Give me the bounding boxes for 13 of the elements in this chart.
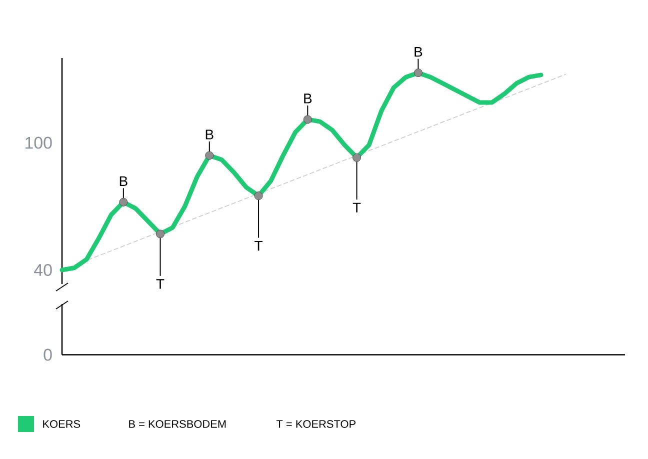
annotation: B	[206, 130, 214, 140]
y-tick-label: 0	[44, 348, 52, 361]
y-tick-label: 100	[26, 136, 52, 149]
annotation: T	[254, 240, 262, 251]
legend-label: KOERS	[43, 420, 80, 428]
y-tick-label: 40	[34, 264, 52, 276]
annotation: T	[156, 279, 164, 289]
annotation: B	[304, 94, 312, 104]
annotation: T	[352, 202, 361, 212]
text: T = KOERSTOP	[276, 420, 356, 428]
annotation: B	[414, 47, 422, 57]
text: B = KOERSBODEM	[129, 420, 226, 428]
annotation: B	[120, 176, 128, 186]
